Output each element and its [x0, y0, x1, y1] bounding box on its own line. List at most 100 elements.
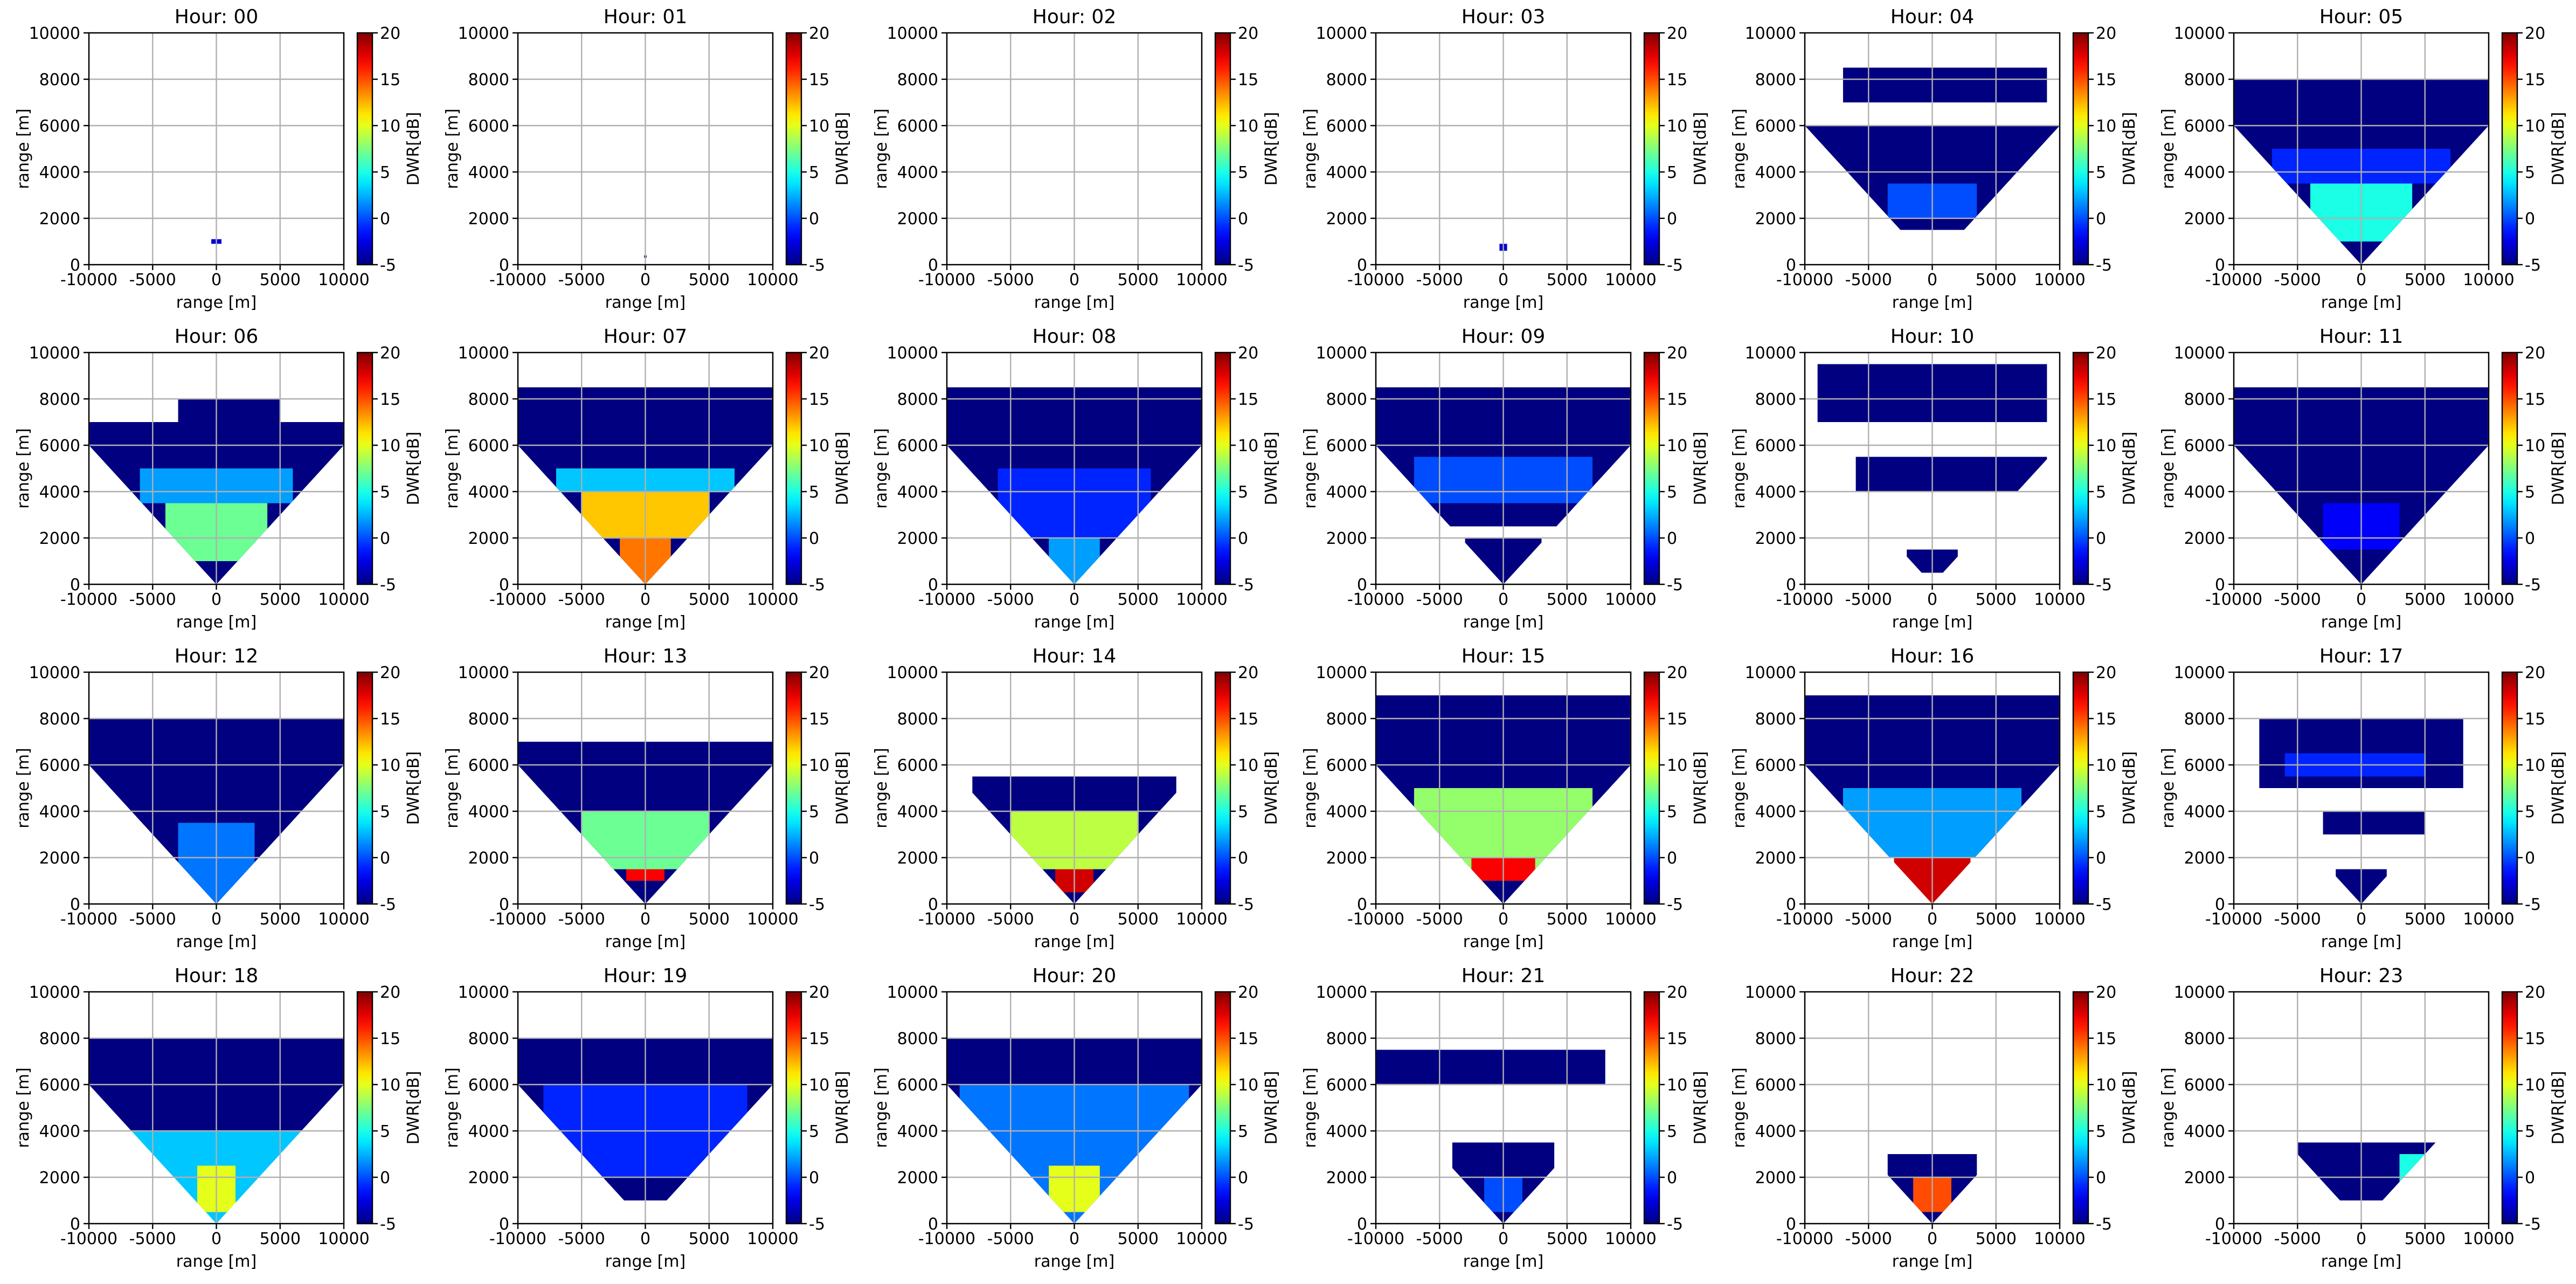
- x-tick-label: 5000: [1976, 910, 2017, 929]
- colorbar-tick-label: 20: [2096, 664, 2116, 682]
- colorbar-tick-label: -5: [1667, 1215, 1683, 1234]
- colorbar-tick-label: 0: [1238, 849, 1248, 868]
- y-axis-label: range [m]: [1301, 428, 1320, 508]
- x-tick-label: 5000: [2405, 910, 2446, 929]
- y-tick-label: 10000: [1316, 983, 1367, 1002]
- y-tick-label: 0: [70, 1215, 80, 1234]
- x-axis-label: range [m]: [1034, 1252, 1114, 1271]
- colorbar-label: DWR[dB]: [833, 112, 852, 186]
- y-tick-label: 4000: [2184, 1122, 2225, 1141]
- y-tick-label: 10000: [1745, 664, 1796, 682]
- axes-frame: [1375, 671, 1632, 905]
- colorbar: [2501, 351, 2518, 585]
- subplot: -10000 -5000 0 5000 10000 0 2000 4000 6000 8000 10…: [872, 326, 1281, 632]
- subplot-title: Hour: 16: [1891, 645, 1974, 667]
- y-axis-label: range [m]: [1730, 108, 1749, 189]
- colorbar-tick-label: 15: [1238, 390, 1258, 409]
- colorbar-tick-label: 0: [2525, 210, 2535, 229]
- colorbar-tick-label: 0: [380, 1169, 390, 1188]
- y-tick-label: 4000: [468, 483, 509, 502]
- axes-frame: [88, 991, 345, 1225]
- subplot-title: Hour: 13: [604, 645, 687, 667]
- colorbar-tick-label: 5: [1667, 803, 1677, 822]
- subplot: -10000 -5000 0 5000 10000 0 2000 4000 6000 8000 10…: [872, 6, 1281, 312]
- colorbar-tick-label: 10: [1667, 756, 1687, 775]
- x-axis-label: range [m]: [605, 293, 685, 312]
- colorbar-tick-label: 10: [2096, 756, 2116, 775]
- colorbar-tick-label: 10: [380, 117, 400, 136]
- y-tick-label: 2000: [468, 849, 509, 868]
- colorbar-tick-label: 15: [1238, 1030, 1258, 1048]
- x-tick-label: 5000: [689, 1230, 730, 1248]
- colorbar-label: DWR[dB]: [1691, 112, 1710, 186]
- y-tick-label: 0: [2215, 895, 2225, 914]
- colorbar-tick-label: 10: [1238, 437, 1258, 455]
- x-tick-label: 5000: [689, 590, 730, 609]
- y-tick-label: 8000: [468, 390, 509, 409]
- colorbar-tick-label: -5: [809, 576, 825, 595]
- x-tick-label: -10000: [918, 910, 975, 929]
- colorbar-tick-label: 15: [2525, 710, 2545, 729]
- dwr-region: [1843, 67, 2047, 102]
- x-tick-label: -10000: [1776, 910, 1833, 929]
- colorbar-label: DWR[dB]: [1262, 751, 1281, 825]
- y-tick-label: 10000: [1745, 344, 1796, 363]
- colorbar-tick-label: 10: [2525, 437, 2545, 455]
- y-tick-label: 0: [1786, 1215, 1796, 1234]
- colorbar-tick-label: 20: [1667, 664, 1687, 682]
- colorbar-tick-label: 0: [1667, 1169, 1677, 1188]
- x-tick-label: -5000: [987, 271, 1034, 289]
- colorbar-tick-label: 10: [1667, 437, 1687, 455]
- colorbar-tick-label: -5: [2525, 256, 2541, 275]
- subplot: -10000 -5000 0 5000 10000 0 2000 4000 6000 8000 10…: [443, 645, 852, 951]
- colorbar-tick-label: 0: [1238, 1169, 1248, 1188]
- x-axis-label: range [m]: [2321, 933, 2401, 951]
- y-tick-label: 6000: [897, 1076, 938, 1095]
- y-tick-label: 0: [499, 1215, 509, 1234]
- colorbar-label: DWR[dB]: [833, 1071, 852, 1145]
- y-tick-label: 6000: [468, 437, 509, 455]
- y-tick-label: 2000: [39, 210, 80, 229]
- x-tick-label: 5000: [1976, 590, 2017, 609]
- dwr-region: [1376, 1050, 1605, 1085]
- x-tick-label: 0: [211, 1230, 221, 1248]
- colorbar-tick-label: 0: [2096, 210, 2106, 229]
- x-tick-label: -10000: [2205, 910, 2262, 929]
- y-axis-label: range [m]: [14, 428, 33, 508]
- colorbar-tick-label: 0: [380, 529, 390, 548]
- y-tick-label: 4000: [39, 803, 80, 822]
- x-tick-label: 5000: [1976, 1230, 2017, 1248]
- colorbar-tick-label: 15: [2525, 390, 2545, 409]
- colorbar-tick-label: 20: [809, 24, 829, 43]
- x-tick-label: -10000: [60, 271, 117, 289]
- colorbar-tick-label: 15: [2096, 390, 2116, 409]
- y-tick-label: 6000: [1326, 756, 1367, 775]
- colorbar-tick-label: -5: [2096, 1215, 2112, 1234]
- colorbar-tick-label: 15: [1667, 390, 1687, 409]
- colorbar-tick-label: 15: [1667, 710, 1687, 729]
- x-tick-label: 0: [640, 271, 650, 289]
- colorbar-tick-label: -5: [1667, 576, 1683, 595]
- colorbar-tick-label: 10: [1238, 1076, 1258, 1095]
- y-tick-label: 4000: [1755, 483, 1796, 502]
- colorbar-label: DWR[dB]: [2120, 1071, 2139, 1145]
- y-tick-label: 8000: [1326, 1030, 1367, 1048]
- y-tick-label: 8000: [1755, 71, 1796, 89]
- y-axis-label: range [m]: [443, 1067, 462, 1148]
- x-tick-label: -5000: [1845, 271, 1892, 289]
- y-axis-label: range [m]: [2159, 1067, 2178, 1148]
- y-tick-label: 8000: [39, 71, 80, 89]
- colorbar-tick-label: 0: [2525, 529, 2535, 548]
- subplot: -10000 -5000 0 5000 10000 0 2000 4000 6000 8000 10…: [2159, 645, 2568, 951]
- subplot-title: Hour: 11: [2319, 326, 2403, 348]
- x-tick-label: -10000: [1347, 910, 1404, 929]
- y-tick-label: 0: [70, 895, 80, 914]
- x-tick-label: -5000: [1416, 271, 1463, 289]
- x-tick-label: -10000: [1776, 1230, 1833, 1248]
- x-tick-label: 10000: [2463, 910, 2514, 929]
- y-axis-label: range [m]: [1301, 108, 1320, 189]
- x-tick-label: -5000: [1845, 1230, 1892, 1248]
- y-tick-label: 6000: [39, 117, 80, 136]
- colorbar-tick-label: 0: [809, 529, 819, 548]
